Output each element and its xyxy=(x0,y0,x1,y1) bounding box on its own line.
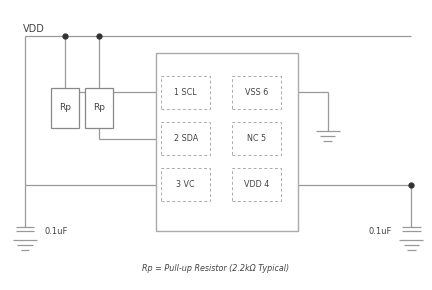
Bar xyxy=(161,122,210,155)
Bar xyxy=(161,76,210,109)
Text: VSS 6: VSS 6 xyxy=(245,88,268,97)
Text: VDD: VDD xyxy=(23,24,45,35)
Bar xyxy=(232,76,281,109)
Bar xyxy=(232,168,281,201)
Text: Rp: Rp xyxy=(59,103,71,112)
Text: 3 VC: 3 VC xyxy=(176,180,195,189)
Text: 1 SCL: 1 SCL xyxy=(175,88,197,97)
Bar xyxy=(156,53,298,231)
Bar xyxy=(161,168,210,201)
Text: NC 5: NC 5 xyxy=(247,134,266,143)
Text: 0.1uF: 0.1uF xyxy=(368,227,392,236)
Text: VDD 4: VDD 4 xyxy=(244,180,269,189)
Bar xyxy=(85,88,113,128)
Text: 2 SDA: 2 SDA xyxy=(174,134,198,143)
Text: Rp = Pull-up Resistor (2.2kΩ Typical): Rp = Pull-up Resistor (2.2kΩ Typical) xyxy=(143,264,289,273)
Text: Rp: Rp xyxy=(93,103,105,112)
Text: 0.1uF: 0.1uF xyxy=(44,227,68,236)
Bar xyxy=(232,122,281,155)
Bar xyxy=(51,88,79,128)
